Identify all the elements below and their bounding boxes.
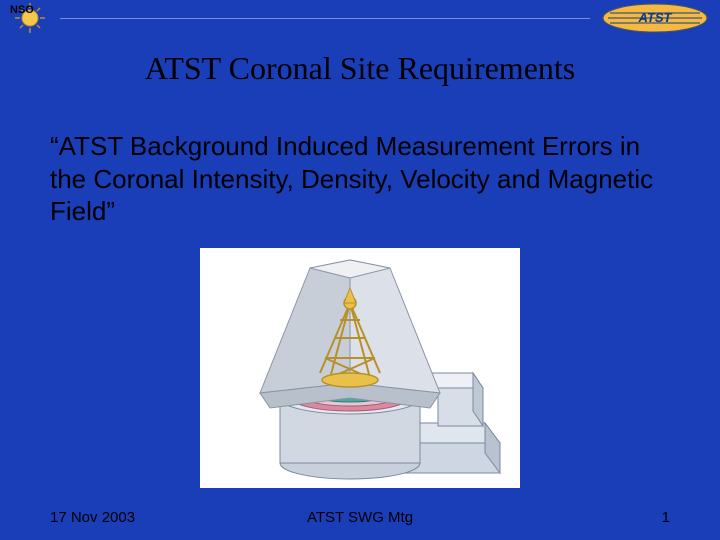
footer-page-number: 1 [662, 509, 670, 526]
header-divider [60, 18, 590, 19]
nso-logo-text: NSO [10, 4, 34, 16]
telescope-illustration [200, 248, 520, 488]
slide-footer: 17 Nov 2003 ATST SWG Mtg 1 [0, 509, 720, 526]
footer-date: 17 Nov 2003 [50, 509, 135, 526]
atst-logo-text: ATST [638, 10, 673, 25]
slide-title: ATST Coronal Site Requirements [0, 50, 720, 87]
telescope-cad-icon [200, 248, 520, 488]
atst-badge-icon: ATST [600, 1, 710, 35]
slide-body-text: “ATST Background Induced Measurement Err… [50, 130, 670, 228]
atst-logo: ATST [600, 1, 710, 35]
